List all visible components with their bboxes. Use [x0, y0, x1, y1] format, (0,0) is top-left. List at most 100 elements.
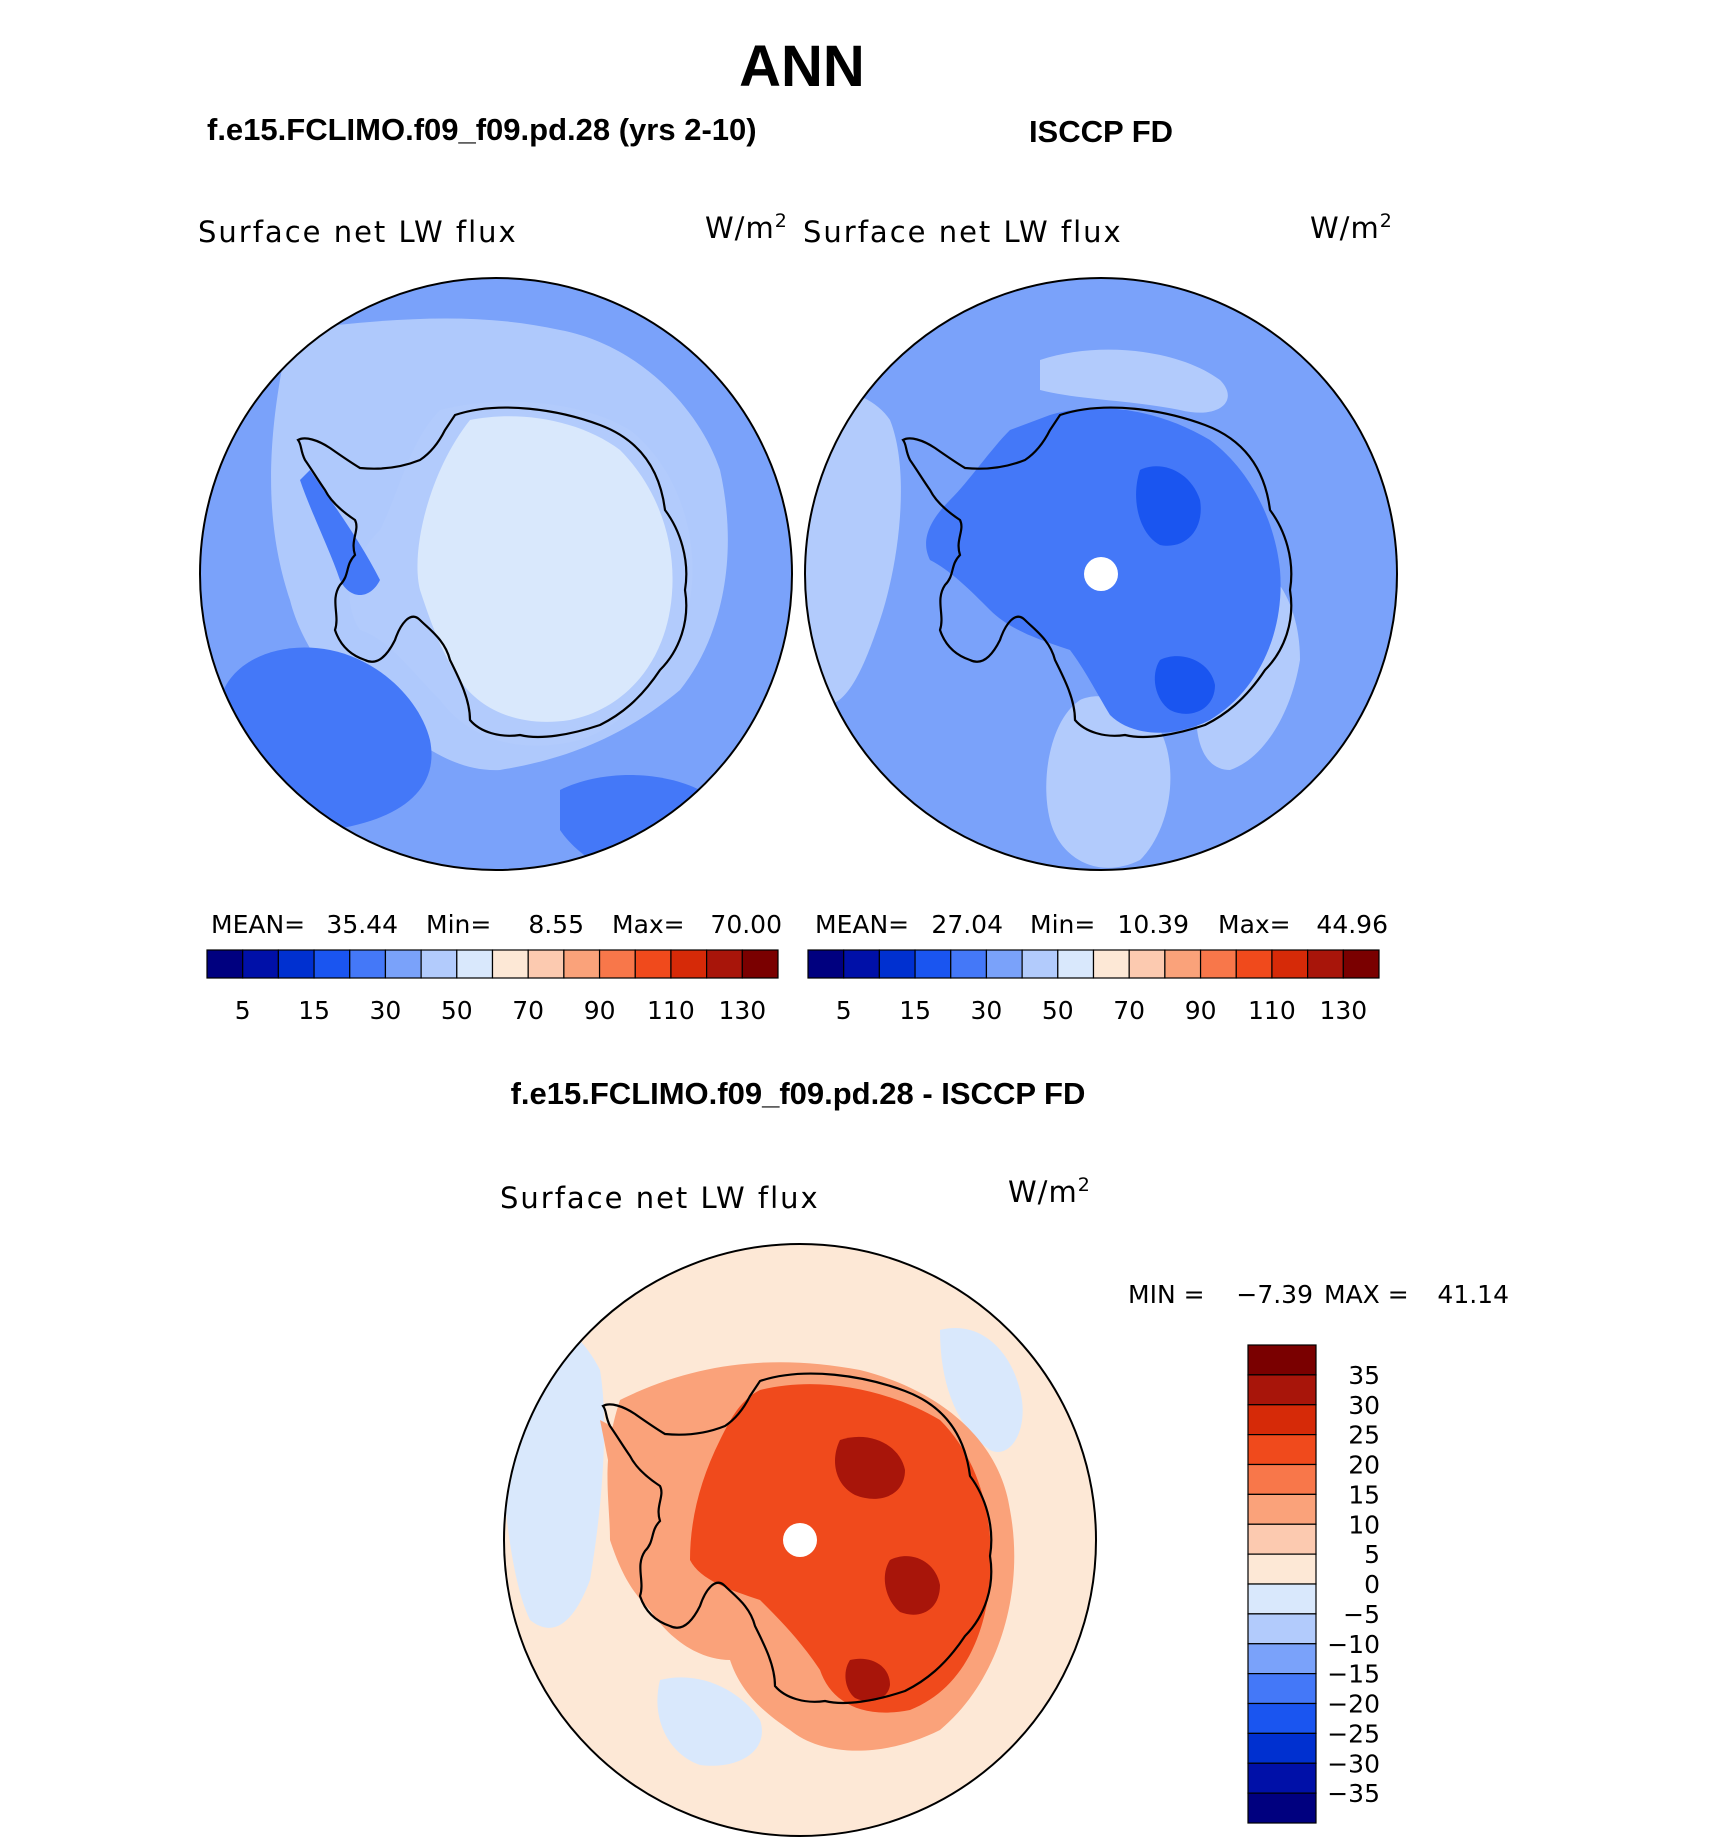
map-obs-interior-low-2 — [1154, 656, 1215, 714]
colorbar-obs-swatch — [1342, 949, 1380, 979]
panel-model-variable: Surface net LW flux — [198, 215, 518, 249]
stats-model-min-label: Min= — [426, 910, 491, 939]
colorbar-diff-swatch — [1247, 1643, 1317, 1675]
colorbar-model-tick-label: 90 — [584, 996, 616, 1025]
map-model-peninsula-low — [300, 470, 380, 595]
colorbar-model: 5 15 30 50 70 90 110 130 — [206, 949, 779, 1025]
colorbar-model-tick-label: 5 — [235, 996, 251, 1025]
colorbar-model-swatch — [242, 949, 279, 979]
colorbar-obs-tick-label: 70 — [1113, 996, 1145, 1025]
panel-diff-title: f.e15.FCLIMO.f09_f09.pd.28 - ISCCP FD — [511, 1076, 1086, 1111]
colorbar-diff-swatch — [1247, 1673, 1317, 1705]
colorbar-diff-tick-label: −35 — [1327, 1779, 1380, 1808]
colorbar-obs-swatch — [1164, 949, 1202, 979]
colorbar-obs-tick-label: 5 — [836, 996, 852, 1025]
colorbar-model-tick-label: 30 — [369, 996, 401, 1025]
colorbar-diff-tick-label: −15 — [1327, 1660, 1380, 1689]
colorbar-obs-swatch — [1271, 949, 1309, 979]
colorbar-obs-swatch — [950, 949, 988, 979]
colorbar-diff-tick-label: −20 — [1327, 1690, 1380, 1719]
map-model-interior — [417, 416, 673, 722]
stats-model-max-label: Max= — [612, 910, 685, 939]
colorbar-model-swatch — [206, 949, 244, 979]
colorbar-obs-swatch — [843, 949, 880, 979]
stats-diff: MIN = −7.39 MAX = 41.14 — [1128, 1280, 1509, 1309]
stats-model-mean: 35.44 — [326, 910, 398, 939]
colorbar-diff-tick-label: 0 — [1364, 1570, 1380, 1599]
panel-model-units: W/m2 — [705, 210, 788, 245]
colorbar-obs-swatch — [1092, 949, 1130, 979]
colorbar-model-swatch — [349, 949, 387, 979]
stats-obs: MEAN= 27.04 Min= 10.39 Max= 44.96 — [815, 910, 1388, 939]
colorbar-obs-tick-label: 15 — [899, 996, 931, 1025]
stats-model-max: 70.00 — [710, 910, 782, 939]
colorbar-model-tick-label: 110 — [647, 996, 695, 1025]
colorbar-model-swatch — [563, 949, 601, 979]
stats-model: MEAN= 35.44 Min= 8.55 Max= 70.00 — [211, 910, 782, 939]
colorbar-diff-swatch — [1247, 1553, 1317, 1585]
colorbar-diff-swatch — [1247, 1762, 1317, 1794]
colorbar-model-swatch — [491, 949, 529, 979]
panel-model: f.e15.FCLIMO.f09_f09.pd.28 (yrs 2-10) Su… — [198, 112, 793, 1025]
map-obs-ocean-low-2 — [1046, 696, 1171, 868]
map-model-ocean-low-2 — [560, 775, 718, 870]
colorbar-model-swatch — [706, 949, 743, 979]
map-diff-border — [503, 1243, 1097, 1837]
panel-obs-units: W/m2 — [1310, 210, 1393, 245]
colorbar-diff-tick-label: −25 — [1327, 1719, 1380, 1748]
colorbar-obs-tick-label: 110 — [1248, 996, 1296, 1025]
colorbar-diff-swatch — [1247, 1463, 1317, 1495]
colorbar-diff-tick-label: 30 — [1348, 1391, 1380, 1420]
colorbar-model-swatch — [670, 949, 708, 979]
map-diff-ocean-neg-3 — [657, 1677, 762, 1766]
colorbar-diff-tick-label: 5 — [1364, 1540, 1380, 1569]
colorbar-diff-swatch — [1247, 1493, 1317, 1525]
colorbar-diff-tick-label: −5 — [1343, 1600, 1380, 1629]
colorbar-diff-tick-label: 15 — [1348, 1480, 1380, 1509]
map-diff-ocean-neg-2 — [940, 1328, 1023, 1452]
panel-diff: f.e15.FCLIMO.f09_f09.pd.28 - ISCCP FD Su… — [500, 1076, 1509, 1837]
colorbar-obs-swatch — [1235, 949, 1273, 979]
map-diff-interior-high-3 — [845, 1658, 890, 1702]
colorbar-obs-swatch — [914, 949, 952, 979]
map-obs-missing-pole — [1084, 557, 1118, 591]
map-model — [199, 277, 793, 871]
colorbar-diff-swatch — [1247, 1374, 1317, 1406]
colorbar-diff-swatch — [1247, 1792, 1317, 1824]
colorbar-diff-swatch — [1247, 1523, 1317, 1555]
map-obs-border — [804, 277, 1398, 871]
stats-obs-min-label: Min= — [1030, 910, 1095, 939]
colorbar-obs-swatch — [1128, 949, 1166, 979]
map-diff-interior-high-2 — [884, 1556, 940, 1615]
map-diff-interior-high-1 — [835, 1436, 905, 1499]
colorbar-model-swatch — [598, 949, 636, 979]
colorbar-diff-swatch — [1247, 1613, 1317, 1645]
map-diff-interior — [690, 1384, 991, 1713]
colorbar-obs-tick-label: 90 — [1185, 996, 1217, 1025]
stats-obs-max: 44.96 — [1316, 910, 1388, 939]
map-obs-coastline — [901, 406, 1293, 739]
colorbar-obs-tick-label: 130 — [1319, 996, 1367, 1025]
colorbar-model-tick-label: 15 — [298, 996, 330, 1025]
panel-obs: ISCCP FD Surface net LW flux W/m2 MEAN= … — [803, 114, 1398, 1025]
colorbar-obs-swatch — [1199, 949, 1237, 979]
colorbar-model-swatch — [420, 949, 458, 979]
colorbar-diff-tick-label: 35 — [1348, 1361, 1380, 1390]
panel-obs-variable: Surface net LW flux — [803, 215, 1123, 249]
colorbar-obs-swatch — [1307, 949, 1344, 979]
map-obs-interior-low-1 — [1136, 466, 1201, 546]
map-model-border — [199, 277, 793, 871]
colorbar-model-swatch — [277, 949, 315, 979]
map-diff-peninsula — [600, 1420, 691, 1550]
colorbar-obs-swatch — [878, 949, 916, 979]
panel-diff-units: W/m2 — [1008, 1174, 1091, 1209]
colorbar-diff-tick-label: −30 — [1327, 1749, 1380, 1778]
panel-obs-title: ISCCP FD — [1029, 114, 1173, 149]
colorbar-diff-swatch — [1247, 1732, 1317, 1764]
colorbar-model-swatch — [384, 949, 422, 979]
colorbar-obs-tick-label: 50 — [1042, 996, 1074, 1025]
colorbar-obs-swatch — [985, 949, 1023, 979]
stats-obs-mean-label: MEAN= — [815, 910, 909, 939]
